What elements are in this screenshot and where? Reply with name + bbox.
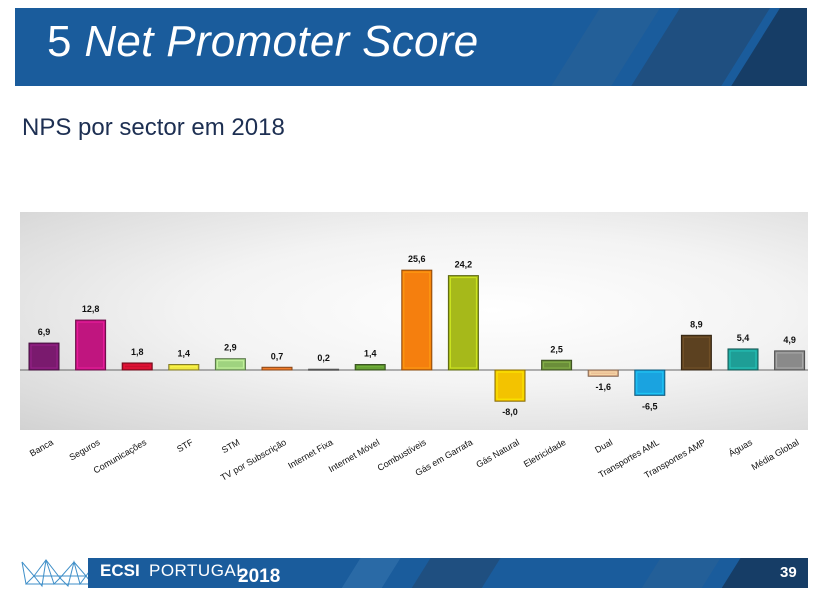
bar-gas-em-garrafa: [447, 275, 479, 371]
slide-title-number: 5: [47, 17, 72, 66]
footer-bar: [88, 558, 808, 588]
value-label: 1,8: [131, 347, 144, 357]
bar-internet-fixa: [308, 368, 340, 371]
bar-transportes-aml: [634, 369, 666, 396]
bar-transportes-amp: [680, 334, 712, 371]
bar-banca: [28, 342, 60, 371]
value-label: 12,8: [82, 304, 100, 314]
bar-highlight: [543, 361, 571, 369]
bar: [354, 364, 386, 371]
category-label: Águas: [727, 437, 755, 459]
category-label: STM: [220, 437, 241, 455]
bar: [308, 368, 340, 371]
category-label: Média Global: [750, 437, 801, 472]
bar-highlight: [449, 277, 477, 369]
bar-stm: [214, 358, 246, 371]
category-label: STF: [175, 437, 195, 454]
bar-seguros: [75, 319, 107, 371]
bar-highlight: [123, 364, 151, 369]
bar-highlight: [30, 344, 58, 369]
bar-highlight: [682, 336, 710, 369]
bar-tv-por-subscricao: [261, 366, 293, 371]
bar-highlight: [636, 371, 664, 394]
bar: [774, 350, 806, 371]
footer: ECSI PORTUGAL 2018 39: [0, 554, 830, 594]
bar-highlight: [77, 321, 105, 369]
brand-name-bold: ECSI: [100, 561, 140, 580]
bar: [121, 362, 153, 371]
slide-subtitle: NPS por sector em 2018: [22, 114, 285, 141]
bar: [401, 269, 433, 371]
bar: [214, 358, 246, 371]
value-label: 1,4: [364, 349, 377, 359]
bar: [75, 319, 107, 371]
slide-title: 5 Net Promoter Score: [47, 17, 479, 67]
value-label: 0,7: [271, 351, 284, 361]
category-label: Internet Móvel: [327, 437, 381, 474]
bar: [634, 369, 666, 396]
bar-stf: [168, 364, 200, 371]
value-label: -1,6: [595, 382, 611, 392]
bar-highlight: [589, 371, 617, 375]
category-label: Eletricidade: [522, 437, 568, 469]
bar: [28, 342, 60, 371]
bar-internet-movel: [354, 364, 386, 371]
category-label: Dual: [593, 437, 614, 455]
bar-aguas: [727, 348, 759, 371]
bar-comunicacoes: [121, 362, 153, 371]
value-label: 24,2: [455, 260, 473, 270]
bar: [587, 369, 619, 377]
value-label: 5,4: [737, 333, 750, 343]
page-number: 39: [780, 564, 797, 581]
brand-name-light: PORTUGAL: [149, 561, 247, 580]
bar-eletricidade: [541, 359, 573, 371]
bar: [494, 369, 526, 402]
value-label: -8,0: [502, 407, 518, 417]
category-label: Seguros: [68, 437, 102, 463]
bar-highlight: [170, 366, 198, 369]
category-label: Gás Natural: [474, 437, 521, 470]
value-label: 0,2: [317, 353, 330, 363]
value-label: 4,9: [783, 335, 796, 345]
slide-title-text: Net Promoter Score: [84, 17, 479, 66]
value-label: 1,4: [178, 349, 191, 359]
value-label: 8,9: [690, 319, 703, 329]
nps-bar-chart: 6,9 Banca 12,8 Seguros 1,8 Comunicações 1,4 STF…: [20, 254, 808, 483]
bar-gas-natural: [494, 369, 526, 402]
value-label: 25,6: [408, 254, 426, 264]
value-label: 6,9: [38, 327, 51, 337]
bar-dual: [587, 369, 619, 377]
bar-highlight: [356, 366, 384, 369]
bar-highlight: [403, 271, 431, 369]
value-label: 2,9: [224, 343, 237, 353]
bar-media-global: [774, 350, 806, 371]
footer-year: 2018: [238, 566, 281, 587]
bar: [727, 348, 759, 371]
bar-combustiveis: [401, 269, 433, 371]
value-label: 2,5: [550, 344, 563, 354]
bar: [168, 364, 200, 371]
category-label: Banca: [28, 437, 55, 458]
bar-highlight: [496, 371, 524, 400]
bar: [447, 275, 479, 371]
bar-highlight: [729, 350, 757, 369]
bar-highlight: [216, 360, 244, 369]
category-label: Comunicações: [92, 437, 149, 476]
bar: [261, 366, 293, 371]
bar: [680, 334, 712, 371]
value-label: -6,5: [642, 401, 658, 411]
title-banner: 5 Net Promoter Score: [15, 8, 807, 86]
network-logo-icon: [21, 559, 97, 588]
bar: [541, 359, 573, 371]
bar-highlight: [776, 352, 804, 369]
